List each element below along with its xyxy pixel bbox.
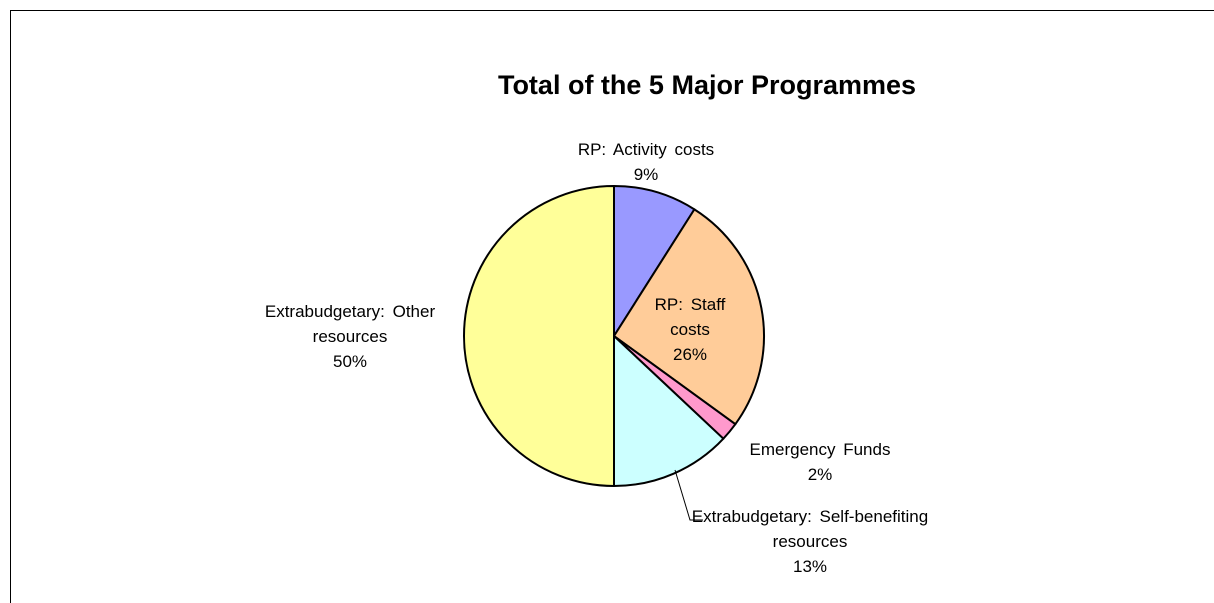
slice-label: RP: Activity costs 9% bbox=[536, 137, 756, 187]
percent-label: 50% bbox=[332, 352, 368, 371]
category-name: RP: Activity costs bbox=[577, 140, 715, 159]
category-name: Extrabudgetary: Self-benefiting resource… bbox=[691, 507, 929, 551]
pie-slice bbox=[463, 185, 615, 487]
slice-label: Emergency Funds 2% bbox=[710, 437, 930, 487]
pie-slice bbox=[613, 185, 696, 337]
category-name: Emergency Funds bbox=[749, 440, 891, 459]
pie-slice bbox=[613, 208, 765, 426]
slice-label: Extrabudgetary: Other resources 50% bbox=[230, 299, 470, 374]
percent-label: 26% bbox=[672, 345, 708, 364]
pie-slice bbox=[613, 335, 725, 487]
category-name: RP: Staff costs bbox=[654, 295, 726, 339]
slice-label: Extrabudgetary: Self-benefiting resource… bbox=[690, 504, 930, 579]
percent-label: 13% bbox=[792, 557, 828, 576]
chart-title: Total of the 5 Major Programmes bbox=[497, 70, 917, 100]
leader-line bbox=[674, 469, 703, 521]
category-name: Extrabudgetary: Other resources bbox=[264, 302, 436, 346]
percent-label: 2% bbox=[807, 465, 833, 484]
slice-label: RP: Staff costs 26% bbox=[645, 292, 735, 367]
percent-label: 9% bbox=[633, 165, 659, 184]
